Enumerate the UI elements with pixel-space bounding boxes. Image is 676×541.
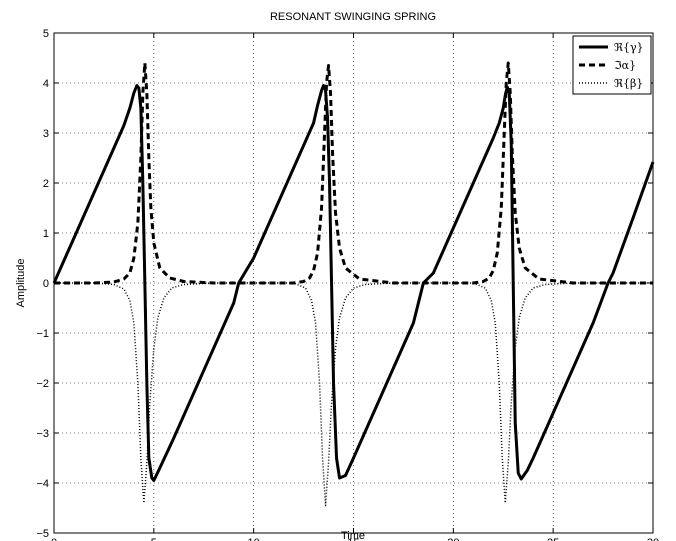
y-tick-label: −2 [36,378,49,390]
chart-title: RESONANT SWINGING SPRING [270,11,436,23]
grid [54,33,653,533]
x-tick-label: 0 [51,537,57,541]
y-tick-label: 4 [43,78,49,90]
y-tick-label: 3 [43,128,49,140]
x-tick-label: 5 [151,537,157,541]
series-real-beta-line [54,282,653,507]
legend-label-0: ℜ{γ} [614,41,644,54]
y-tick-label: −5 [36,528,49,540]
legend: ℜ{γ} ℑα} ℜ{β} [572,35,652,95]
y-tick-label: 2 [43,178,49,190]
x-tick-label: 20 [447,537,459,541]
x-tick-label: 25 [547,537,559,541]
y-tick-label: 0 [43,278,49,290]
x-tick-label: 10 [248,537,260,541]
ticks: 051015202530543210−1−2−3−4−5 [36,28,659,541]
x-axis-label: Time [341,530,365,541]
series-imag-alpha-line [54,61,653,285]
y-tick-label: −3 [36,428,49,440]
y-tick-label: −4 [36,478,49,490]
series-layer [52,61,655,507]
legend-label-2: ℜ{β} [614,77,643,90]
x-tick-label: 30 [647,537,659,541]
y-axis-label: Amplitude [15,259,27,308]
series-real-gamma-line [52,84,655,482]
x-tick-label: 15 [347,537,359,541]
legend-label-1: ℑα} [614,59,636,72]
y-tick-label: 1 [43,228,49,240]
y-tick-label: 5 [43,28,49,40]
y-tick-label: −1 [36,328,49,340]
